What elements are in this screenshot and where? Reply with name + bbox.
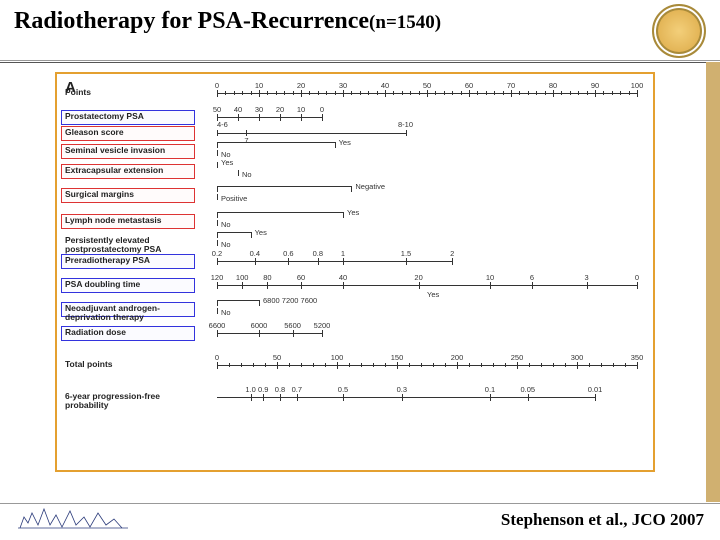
row-label: PSA doubling time [65, 280, 195, 289]
title-sub: (n=1540) [369, 12, 441, 33]
rule-top-2 [0, 62, 720, 63]
row-label: Persistently elevated postprostatectomy … [65, 236, 195, 255]
row-label: Lymph node metastasis [65, 216, 195, 225]
row-label: Surgical margins [65, 190, 195, 199]
rule-top [0, 60, 720, 61]
row-label: Radiation dose [65, 328, 195, 337]
row-label: Total points [65, 360, 195, 369]
row-label: Preradiotherapy PSA [65, 256, 195, 265]
row-label: Seminal vesicle invasion [65, 146, 195, 155]
row-label: Extracapsular extension [65, 166, 195, 175]
row-label: 6-year progression-free probability [65, 392, 195, 411]
title-main: Radiotherapy for PSA-Recurrence [14, 8, 369, 34]
page-title: Radiotherapy for PSA-Recurrence(n=1540) [14, 8, 441, 35]
row-label: Prostatectomy PSA [65, 112, 195, 121]
side-accent [706, 62, 720, 502]
decorative-castle [18, 495, 128, 530]
nomogram-figure: A Points0102030405060708090100Prostatect… [55, 72, 655, 472]
citation: Stephenson et al., JCO 2007 [501, 510, 704, 530]
row-label: Neoadjuvant androgen-deprivation therapy [65, 304, 195, 323]
row-label: Gleason score [65, 128, 195, 137]
row-label: Points [65, 88, 195, 97]
institution-seal [652, 4, 706, 58]
